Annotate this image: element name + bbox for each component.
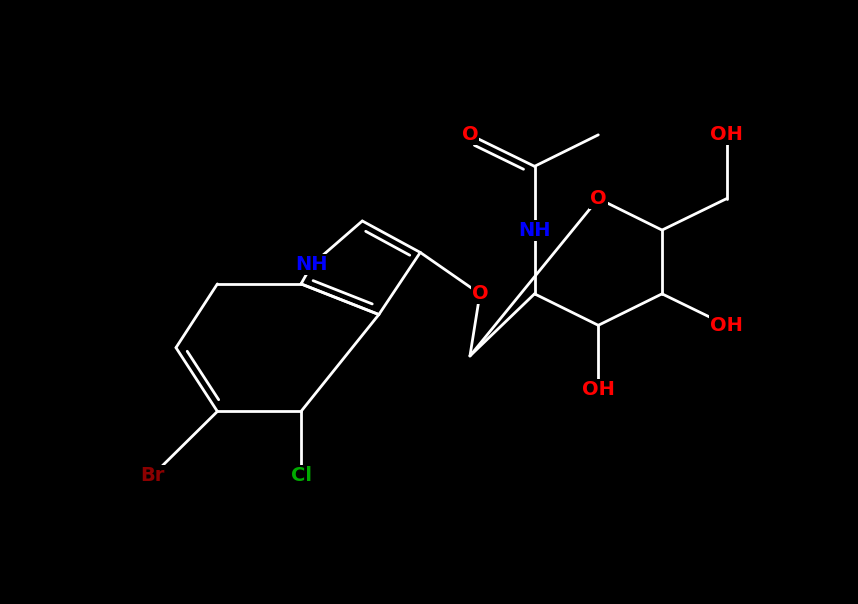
- Text: NH: NH: [295, 255, 328, 274]
- Text: O: O: [462, 126, 478, 144]
- Text: NH: NH: [518, 220, 551, 240]
- Text: OH: OH: [710, 316, 743, 335]
- Text: OH: OH: [582, 379, 614, 399]
- Text: Br: Br: [141, 466, 165, 484]
- Text: O: O: [590, 189, 607, 208]
- Text: O: O: [472, 284, 488, 303]
- Text: OH: OH: [710, 126, 743, 144]
- Text: Cl: Cl: [291, 466, 311, 484]
